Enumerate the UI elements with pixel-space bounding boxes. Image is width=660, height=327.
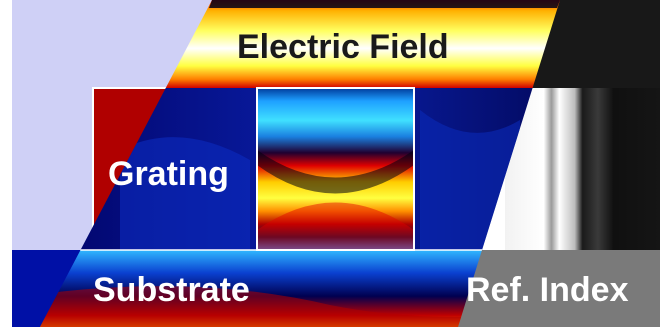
grating-label: Grating (108, 155, 229, 193)
ref-index-stripes (505, 88, 660, 250)
ref-index-dark-region (520, 0, 660, 88)
substrate-label: Substrate (93, 271, 250, 309)
ref-index-substrate (450, 250, 660, 327)
ref-index-label: Ref. Index (466, 271, 629, 309)
electric-field-label: Electric Field (237, 28, 449, 66)
